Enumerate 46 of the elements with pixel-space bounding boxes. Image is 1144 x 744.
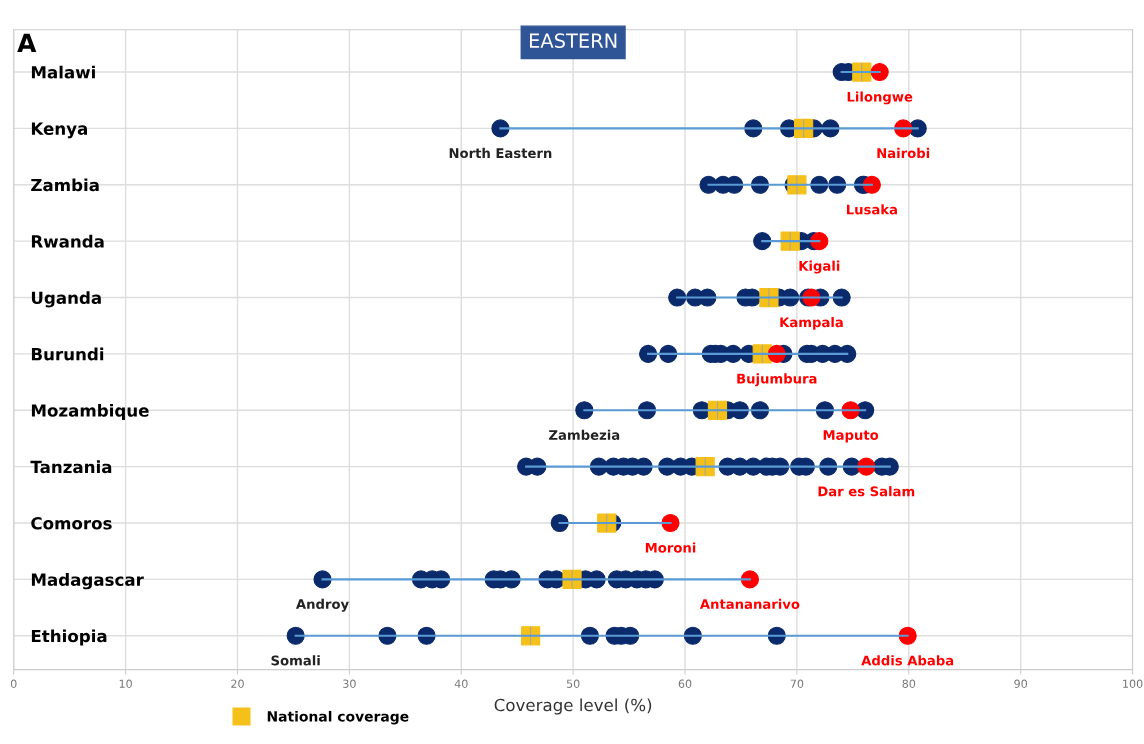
x-tick-label: 60 bbox=[678, 679, 692, 688]
annotation: Maputo bbox=[823, 430, 879, 443]
x-tick-label: 90 bbox=[1014, 679, 1028, 688]
y-tick-label: Uganda bbox=[31, 291, 101, 308]
y-tick-label: Kenya bbox=[31, 122, 87, 139]
annotation: Kigali bbox=[799, 260, 840, 274]
point bbox=[740, 570, 759, 589]
x-tick-label: 80 bbox=[902, 679, 916, 688]
y-tick-label: Tanzania bbox=[30, 460, 112, 474]
annotation: Addis Ababa bbox=[861, 655, 954, 666]
y-tick-label: Zambia bbox=[31, 178, 99, 192]
annotation: A bbox=[17, 33, 37, 52]
point bbox=[810, 232, 829, 251]
annotation: Antananarivo bbox=[699, 598, 800, 610]
y-tick-label: Madagascar bbox=[31, 573, 144, 590]
annotation: Moroni bbox=[645, 542, 696, 553]
x-tick-label: 30 bbox=[343, 679, 356, 688]
annotation: Zambezia bbox=[549, 429, 620, 440]
x-tick-label: 10 bbox=[119, 679, 132, 688]
x-tick-label: 100 bbox=[1123, 679, 1143, 688]
annotation: Somali bbox=[271, 655, 320, 666]
x-tick-label: 20 bbox=[231, 679, 244, 688]
point bbox=[898, 626, 917, 645]
annotation: Lilongwe bbox=[847, 91, 913, 105]
x-tick-label: 70 bbox=[790, 679, 804, 688]
chart-title: EASTERN bbox=[529, 33, 617, 49]
x-tick-label: 40 bbox=[454, 679, 468, 688]
annotation: Androy bbox=[295, 598, 349, 612]
annotation: Bujumbura bbox=[737, 373, 817, 387]
annotation: Lusaka bbox=[846, 204, 897, 215]
legend-label: National coverage bbox=[267, 710, 409, 725]
point bbox=[870, 62, 889, 82]
annotation: Nairobi bbox=[877, 147, 930, 159]
y-tick-label: Mozambique bbox=[31, 403, 149, 421]
x-tick-label: 50 bbox=[566, 679, 580, 688]
annotation: Kampala bbox=[780, 316, 843, 330]
annotation: Dar es Salam bbox=[818, 486, 915, 497]
annotation: North Eastern bbox=[449, 147, 552, 159]
y-tick-label: Rwanda bbox=[31, 234, 104, 248]
x-tick-label: 0 bbox=[10, 679, 17, 688]
y-tick-label: Burundi bbox=[31, 347, 104, 361]
y-tick-label: Malawi bbox=[31, 65, 95, 79]
x-axis-title: Coverage level (%) bbox=[494, 698, 652, 715]
point bbox=[862, 175, 881, 194]
y-tick-label: Comoros bbox=[31, 516, 112, 530]
y-tick-label: Ethiopia bbox=[31, 629, 107, 646]
